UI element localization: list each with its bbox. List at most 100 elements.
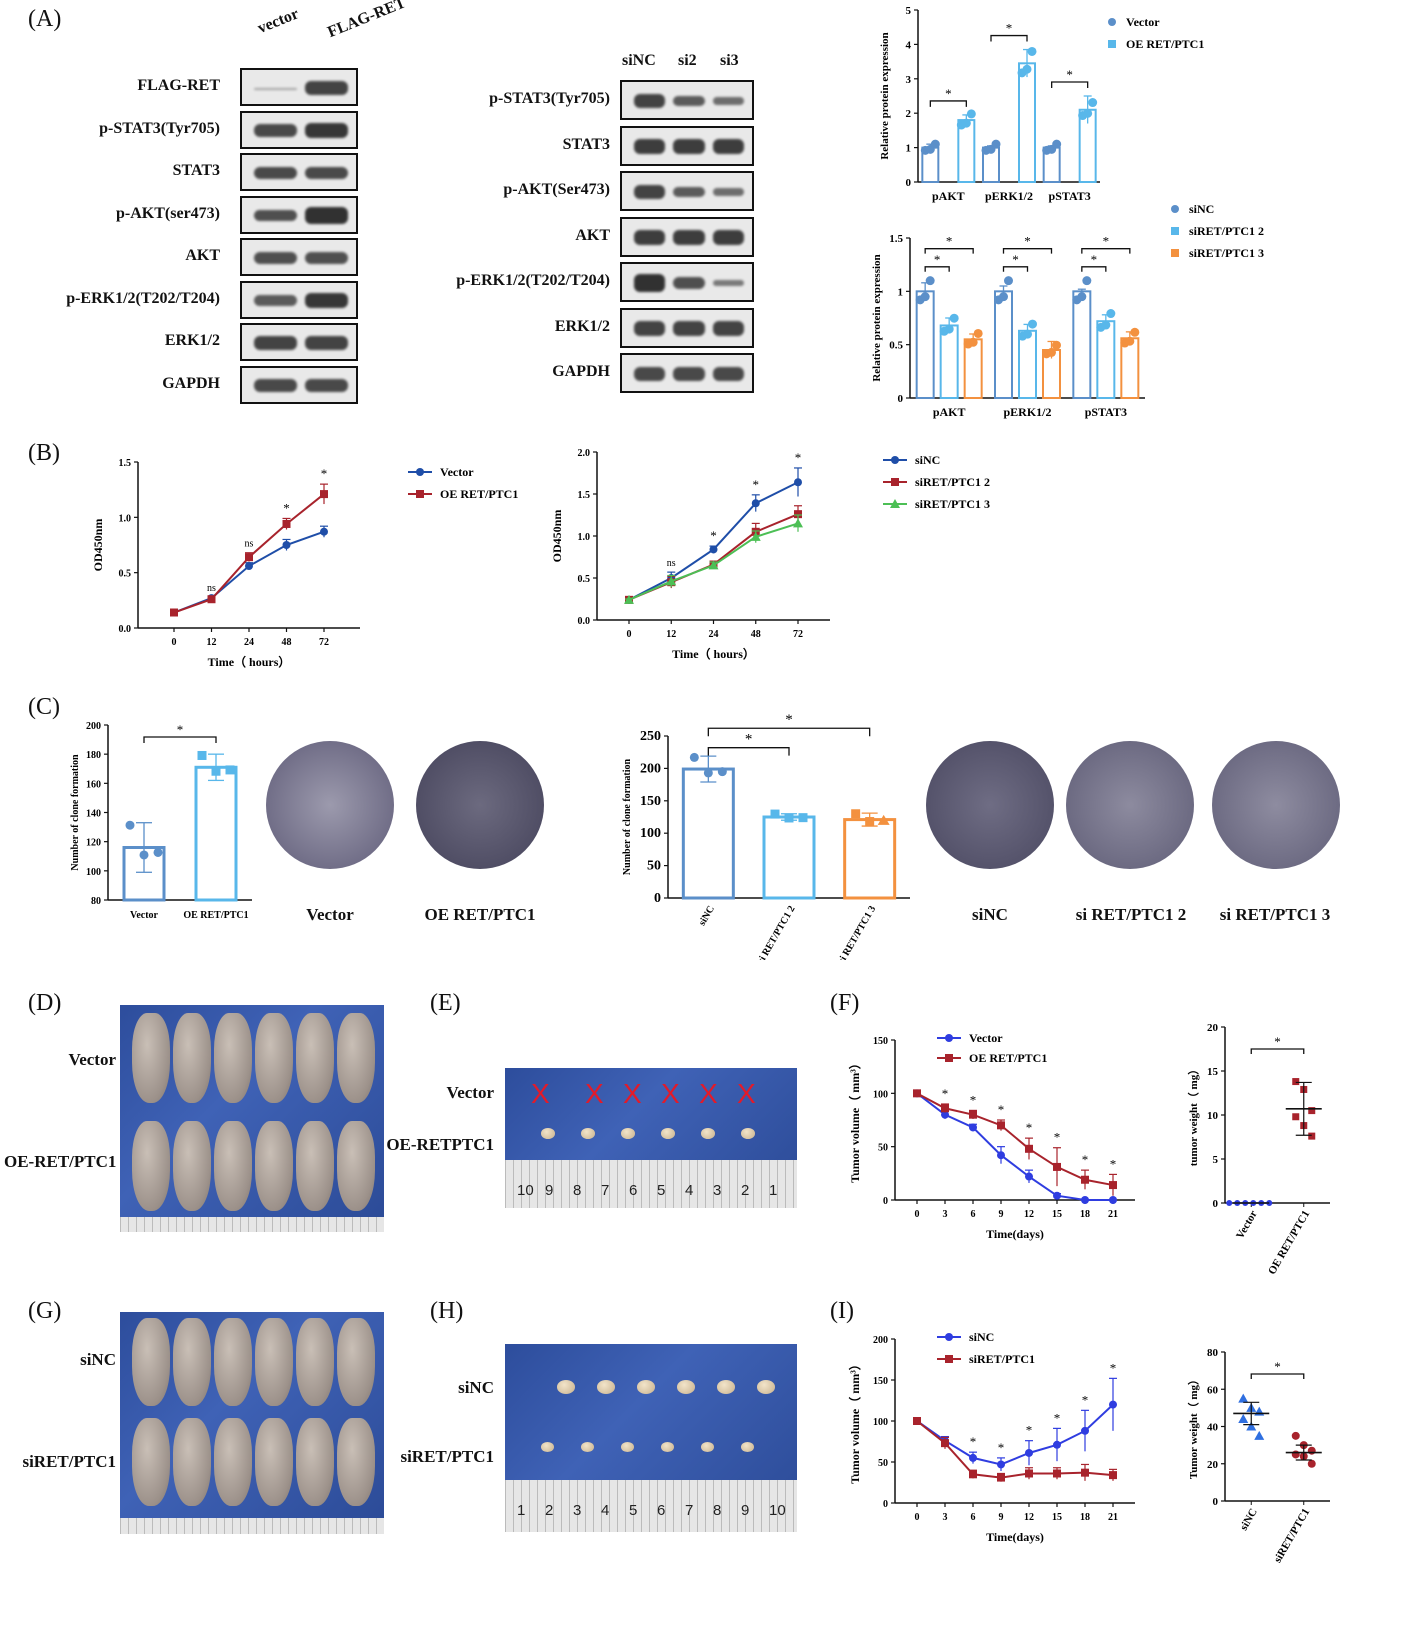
chart-a2-relative-expression-si: 0 0.5 1 1.5 Relative protein expression pAKT *…: [871, 202, 1264, 419]
data-point: [920, 292, 930, 302]
legend-label: Vector: [969, 1031, 1003, 1045]
mouse: [214, 1318, 252, 1406]
data-point: [1238, 1414, 1249, 1424]
data-point: [1053, 1162, 1061, 1171]
x-axis-title: Time（ hours）: [208, 654, 291, 669]
x-tick-label: 6: [971, 1512, 976, 1523]
data-point: [1025, 1144, 1033, 1153]
data-point: [891, 478, 899, 486]
bar: [939, 324, 959, 399]
ruler: [505, 1160, 797, 1208]
y-tick-label: 200: [640, 761, 661, 776]
x-tick-label: 12: [1024, 1209, 1034, 1220]
x-tick-label: 9: [999, 1512, 1004, 1523]
y-tick-label: 0: [1213, 1198, 1219, 1210]
legend-label: siRET/PTC1: [969, 1352, 1035, 1366]
x-tick-label: 3: [943, 1512, 948, 1523]
significance-marker: *: [970, 1092, 977, 1107]
mouse: [173, 1318, 211, 1406]
y-tick-label: 15: [1207, 1066, 1219, 1078]
legend-label: siNC: [1189, 202, 1214, 216]
significance-marker: *: [1054, 1130, 1061, 1145]
x-tick-label: 6: [971, 1209, 976, 1220]
mouse: [296, 1318, 334, 1406]
tumor-photo-si: 1 2 3 4 5 6 7 8 9 10: [505, 1344, 797, 1532]
wb1-row-label: STAT3: [172, 162, 220, 179]
significance-marker: *: [942, 1086, 949, 1101]
x-category-label: Vector: [1234, 1208, 1260, 1241]
x-tick-label: 18: [1080, 1512, 1090, 1523]
significance-bracket: [1081, 248, 1131, 254]
mouse: [255, 1418, 293, 1506]
data-point: [1292, 1078, 1300, 1086]
x-tick-label: 12: [207, 637, 217, 648]
y-tick-label: 40: [1207, 1422, 1219, 1434]
data-point: [1109, 1196, 1117, 1204]
y-tick-label: 0.5: [889, 340, 903, 352]
y-tick-label: 50: [647, 859, 661, 874]
data-point: [1125, 336, 1135, 346]
significance-bracket: [990, 34, 1028, 42]
data-point: [1082, 276, 1092, 286]
data-point: [750, 531, 761, 541]
x-tick-label: 15: [1052, 1209, 1062, 1220]
data-point: [1109, 1400, 1117, 1409]
dish-label-si2: si RET/PTC1 2: [1075, 905, 1187, 924]
tumor: [757, 1380, 775, 1394]
bar: [915, 290, 935, 399]
x-tick-label: 21: [1108, 1512, 1118, 1523]
legend-swatch: [1108, 40, 1116, 48]
wb2-row-label: GAPDH: [552, 363, 610, 380]
blot-band: [254, 166, 297, 180]
data-point: [968, 337, 978, 347]
significance-marker: *: [1054, 1410, 1061, 1425]
dish-label-oe: OE RET/PTC1: [424, 905, 536, 924]
data-point: [1109, 1181, 1117, 1190]
tumor: [741, 1442, 754, 1452]
mouse: [337, 1121, 375, 1211]
ruler: [120, 1217, 384, 1232]
data-point: [945, 1333, 953, 1341]
excluded-marker: X: [737, 1078, 756, 1109]
tumor-photo-oe: X X X X X X 10 9 8 7 6 5 4 3 2 1: [505, 1068, 797, 1208]
y-tick-label: 100: [873, 1089, 888, 1100]
blot-band: [305, 292, 348, 309]
data-point: [1081, 1468, 1089, 1477]
data-point: [997, 1460, 1005, 1469]
x-tick-label: 18: [1080, 1209, 1090, 1220]
significance-marker: *: [1274, 1034, 1281, 1049]
excluded-marker: X: [699, 1078, 718, 1109]
significance-marker: *: [1026, 1423, 1033, 1438]
blot-band: [712, 96, 744, 106]
data-point: [170, 608, 178, 617]
blot-band: [305, 336, 348, 350]
legend-swatch: [1108, 18, 1116, 26]
blot-band: [673, 138, 705, 155]
x-tick-label: 12: [1024, 1512, 1034, 1523]
data-point: [913, 1089, 921, 1098]
data-point: [1291, 1431, 1300, 1440]
data-point: [1238, 1393, 1249, 1403]
data-point: [941, 1104, 949, 1113]
ruler-number: 8: [573, 1182, 582, 1199]
wb1-row-label: ERK1/2: [164, 332, 220, 349]
wb1-col-flag-ret: FLAG-RET: [325, 0, 409, 42]
data-point: [416, 490, 424, 498]
tumor: [621, 1442, 634, 1452]
data-point: [969, 1123, 977, 1132]
legend-swatch: [1171, 249, 1179, 257]
significance-marker: *: [1082, 1152, 1089, 1167]
wb2-row-label: p-STAT3(Tyr705): [489, 90, 610, 107]
excluded-marker: X: [531, 1078, 550, 1109]
data-point: [1022, 64, 1032, 74]
wb1-row-label: GAPDH: [162, 374, 220, 392]
ruler-number: 6: [629, 1182, 638, 1199]
y-tick-label: 20: [1207, 1022, 1219, 1034]
significance-marker: *: [1066, 67, 1073, 82]
x-tick-label: 72: [319, 637, 329, 648]
data-point: [945, 1034, 953, 1042]
data-point: [941, 1110, 949, 1119]
x-category-label: pERK1/2: [985, 189, 1033, 203]
blot-band: [305, 207, 348, 224]
blot-band: [254, 88, 297, 90]
